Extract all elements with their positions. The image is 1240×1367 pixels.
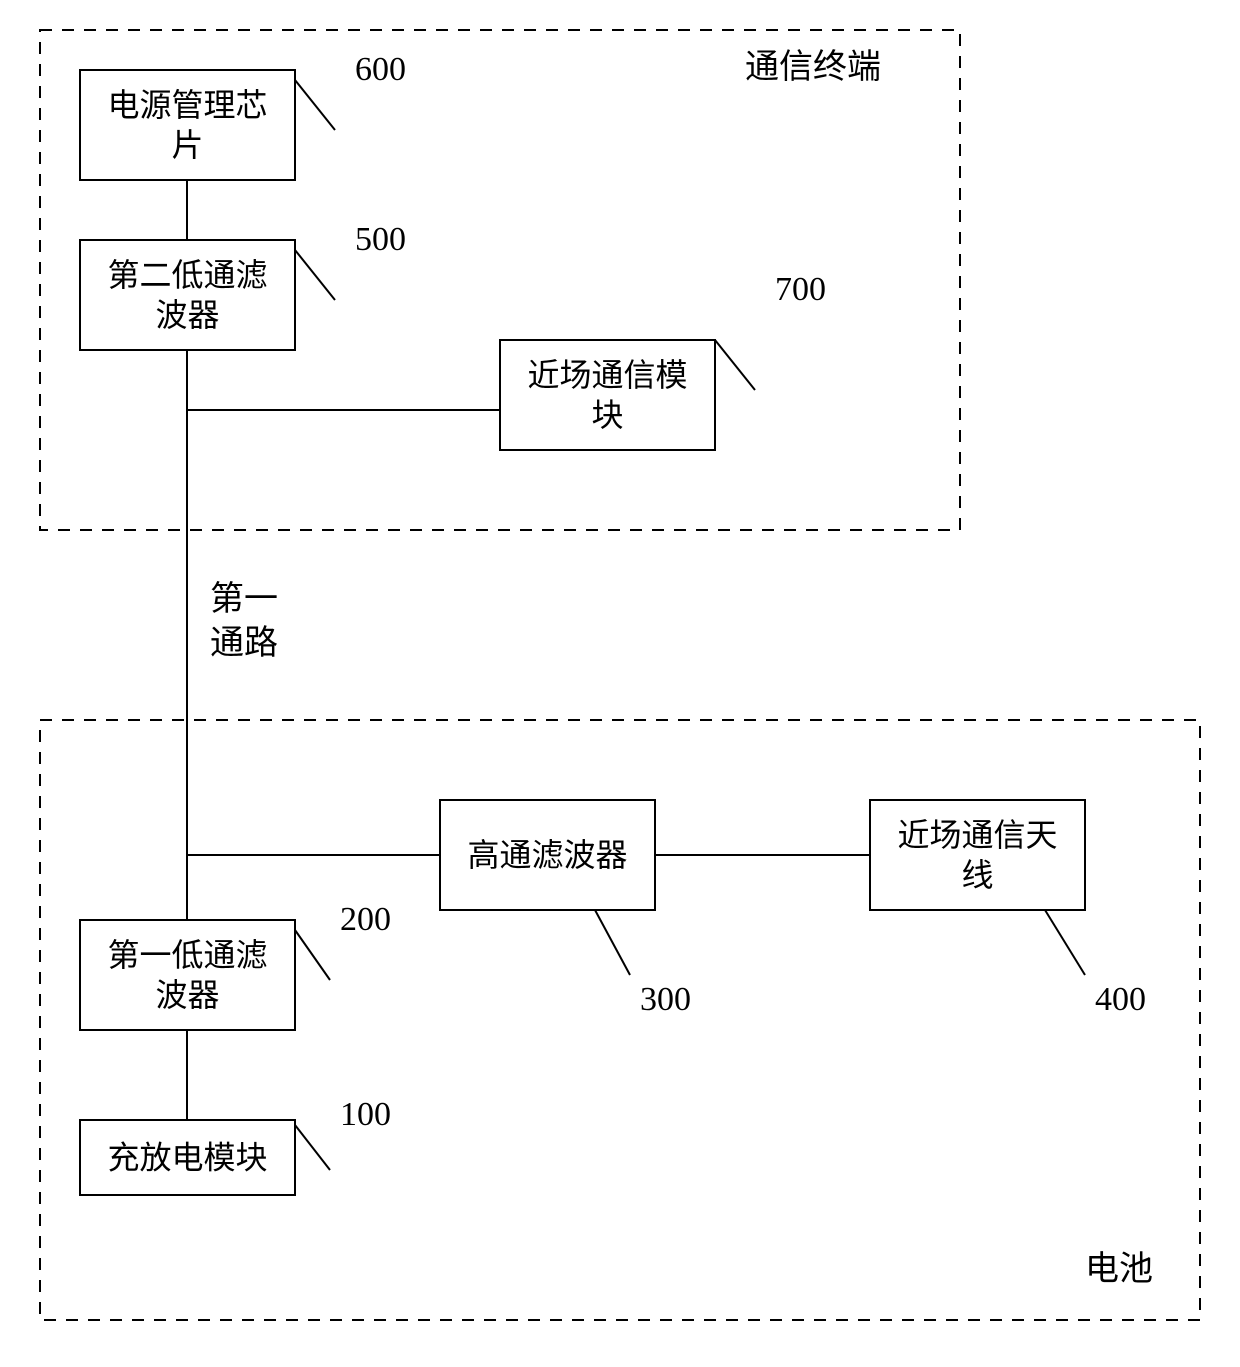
top-region-label: 通信终端 (745, 48, 881, 86)
callout-700-label: 700 (775, 271, 826, 308)
box-b400: 近场通信天线 (870, 800, 1085, 910)
box-b500: 第二低通滤波器 (80, 240, 295, 350)
link-label-line-0: 第一 (210, 580, 278, 618)
callout-100-label: 100 (340, 1096, 391, 1133)
bottom-region-label: 电池 (1085, 1250, 1153, 1288)
box-b500-label-line-0: 第二低通滤 (107, 257, 267, 293)
link-label-line-1: 通路 (210, 624, 278, 662)
callout-500-label: 500 (355, 221, 406, 258)
callout-200-label: 200 (340, 901, 391, 938)
box-b600-label-line-1: 片 (171, 127, 203, 163)
box-b300-label-line-0: 高通滤波器 (467, 837, 627, 873)
box-b200: 第一低通滤波器 (80, 920, 295, 1030)
box-b700-label-line-1: 块 (591, 397, 623, 433)
box-b700: 近场通信模块 (500, 340, 715, 450)
box-b600: 电源管理芯片 (80, 70, 295, 180)
box-b500-label-line-1: 波器 (155, 297, 219, 333)
box-b100: 充放电模块 (80, 1120, 295, 1195)
callout-400-label: 400 (1095, 981, 1146, 1018)
callout-600-label: 600 (355, 51, 406, 88)
box-b600-label-line-0: 电源管理芯 (107, 87, 267, 123)
box-b400-label-line-1: 线 (961, 857, 993, 893)
box-b200-label-line-1: 波器 (155, 977, 219, 1013)
box-b400-label-line-0: 近场通信天 (897, 817, 1057, 853)
callout-300-label: 300 (640, 981, 691, 1018)
box-b700-label-line-0: 近场通信模 (527, 357, 687, 393)
box-b300: 高通滤波器 (440, 800, 655, 910)
box-b200-label-line-0: 第一低通滤 (107, 937, 267, 973)
box-b100-label-line-0: 充放电模块 (107, 1140, 267, 1176)
